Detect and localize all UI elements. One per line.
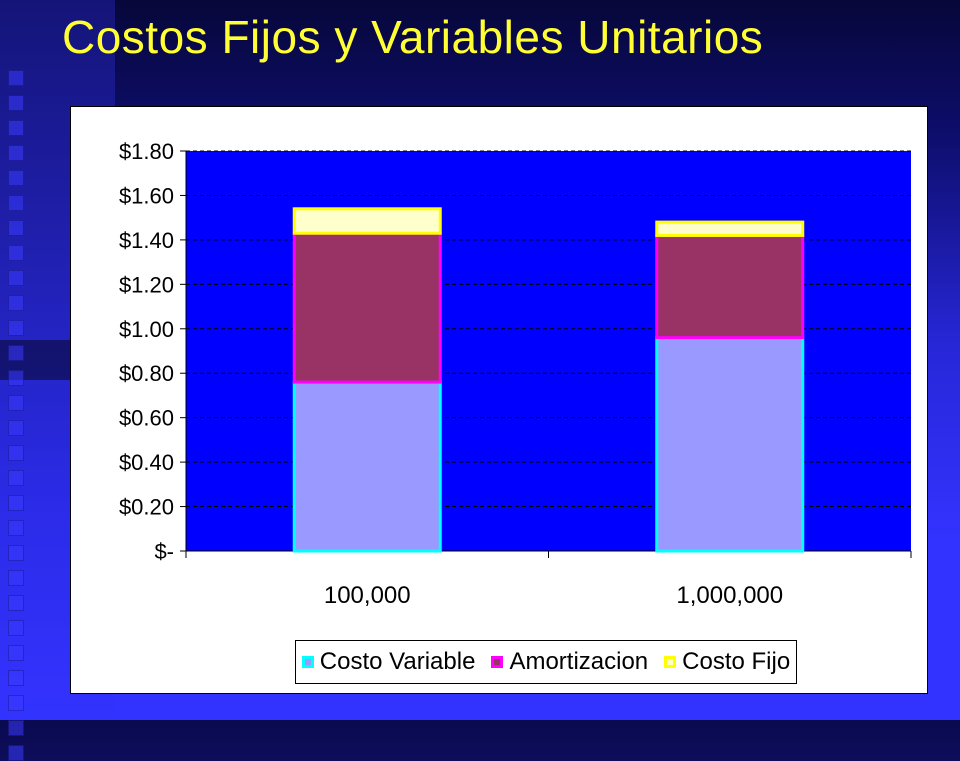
bar-costo-variable xyxy=(655,336,805,553)
legend-label-costo-fijo: Costo Fijo xyxy=(682,648,791,675)
chart-legend: Costo Variable Amortizacion Costo Fijo xyxy=(295,640,797,684)
y-tick-label: $1.00 xyxy=(119,317,174,342)
y-tick-label: $0.60 xyxy=(119,406,174,431)
stacked-bar-chart: $- $0.20 $0.40 $0.60 $0.80 $1.00 $1.20 $1.40 $1.… xyxy=(119,139,912,609)
x-tick-label: 1,000,000 xyxy=(676,582,783,609)
legend-swatch-costo-fijo xyxy=(664,656,677,668)
y-tick-label: $0.20 xyxy=(119,495,174,520)
y-tick-label: $0.40 xyxy=(119,450,174,475)
y-tick-label: $1.20 xyxy=(119,272,174,297)
y-tick-label: $0.80 xyxy=(119,361,174,386)
legend-item-costo-variable: Costo Variable xyxy=(301,648,476,676)
y-tick-label: $1.60 xyxy=(119,183,174,208)
legend-swatch-costo-variable xyxy=(301,656,314,668)
legend-label-amortizacion: Amortizacion xyxy=(509,648,649,675)
slide-title: Costos Fijos y Variables Unitarios xyxy=(62,11,764,63)
x-tick-label: 100,000 xyxy=(324,582,411,609)
y-tick-label: $1.40 xyxy=(119,228,174,253)
bar-amortizacion xyxy=(292,231,442,384)
bar-amortizacion xyxy=(655,233,805,340)
legend-label-costo-variable: Costo Variable xyxy=(319,648,476,675)
bar-costo-variable xyxy=(292,380,442,553)
bar-costo-fijo xyxy=(292,207,442,235)
chart-container: $- $0.20 $0.40 $0.60 $0.80 $1.00 $1.20 $1.40 $1.… xyxy=(70,106,928,694)
legend-item-amortizacion: Amortizacion xyxy=(491,648,648,676)
y-tick-label: $- xyxy=(154,539,174,564)
legend-item-costo-fijo: Costo Fijo xyxy=(664,648,790,676)
legend-swatch-amortizacion xyxy=(491,656,504,668)
y-tick-label: $1.80 xyxy=(119,139,174,164)
bar-costo-fijo xyxy=(655,220,805,237)
decorative-squares xyxy=(8,70,24,761)
